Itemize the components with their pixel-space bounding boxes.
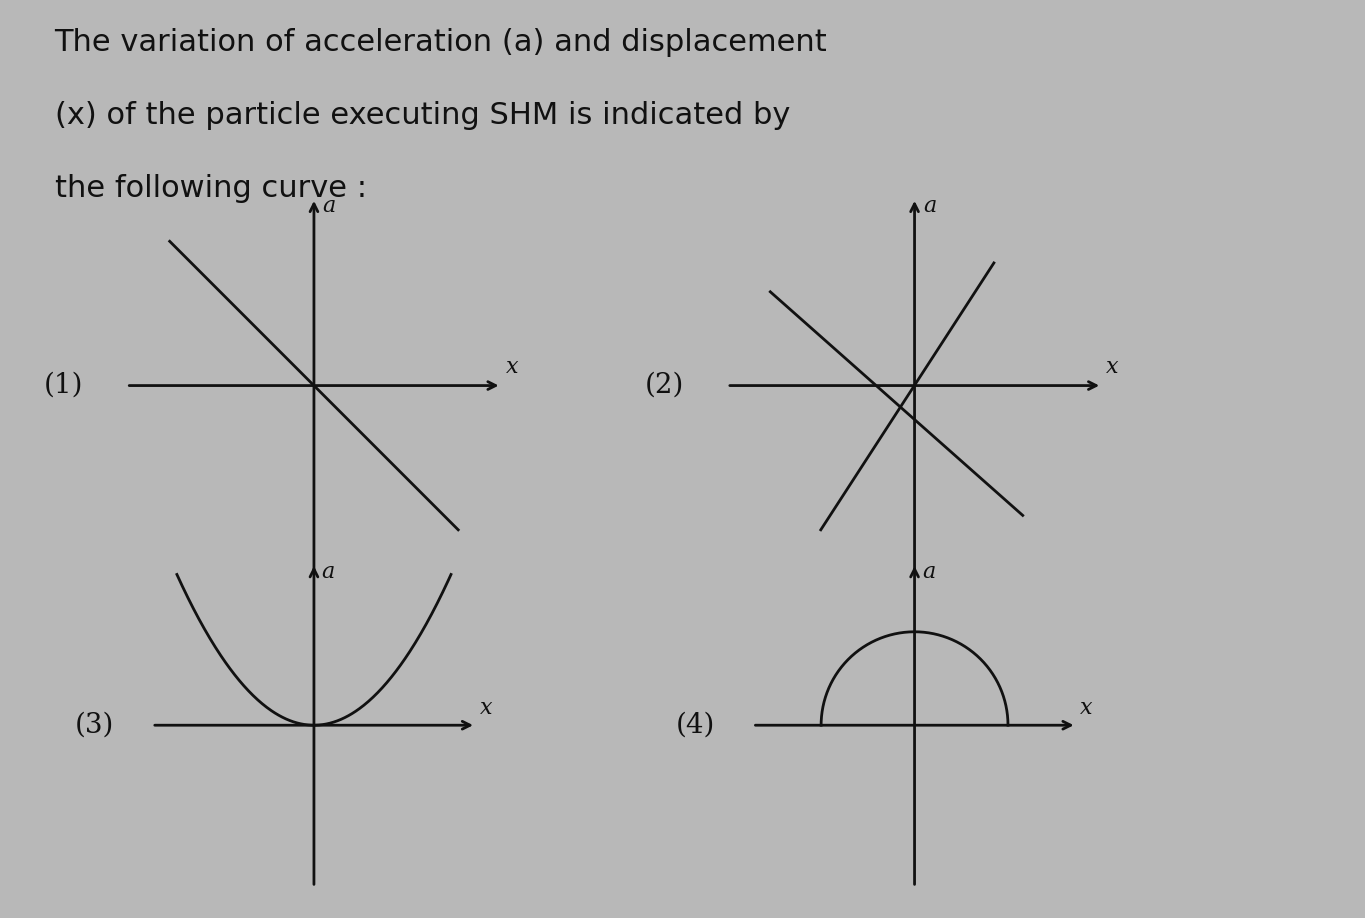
Text: (3): (3) bbox=[75, 711, 115, 739]
Text: The variation of acceleration (a) and displacement: The variation of acceleration (a) and di… bbox=[55, 28, 827, 57]
Text: a: a bbox=[923, 196, 936, 218]
Text: a: a bbox=[921, 561, 935, 583]
Text: x: x bbox=[479, 697, 493, 719]
Text: x: x bbox=[1107, 356, 1119, 378]
Text: x: x bbox=[1080, 697, 1093, 719]
Text: a: a bbox=[321, 561, 334, 583]
Text: (1): (1) bbox=[44, 372, 83, 399]
Text: (4): (4) bbox=[676, 711, 715, 739]
Text: the following curve :: the following curve : bbox=[55, 174, 367, 204]
Text: x: x bbox=[506, 356, 519, 378]
Text: (x) of the particle executing SHM is indicated by: (x) of the particle executing SHM is ind… bbox=[55, 101, 790, 130]
Text: a: a bbox=[322, 196, 336, 218]
Text: (2): (2) bbox=[644, 372, 684, 399]
